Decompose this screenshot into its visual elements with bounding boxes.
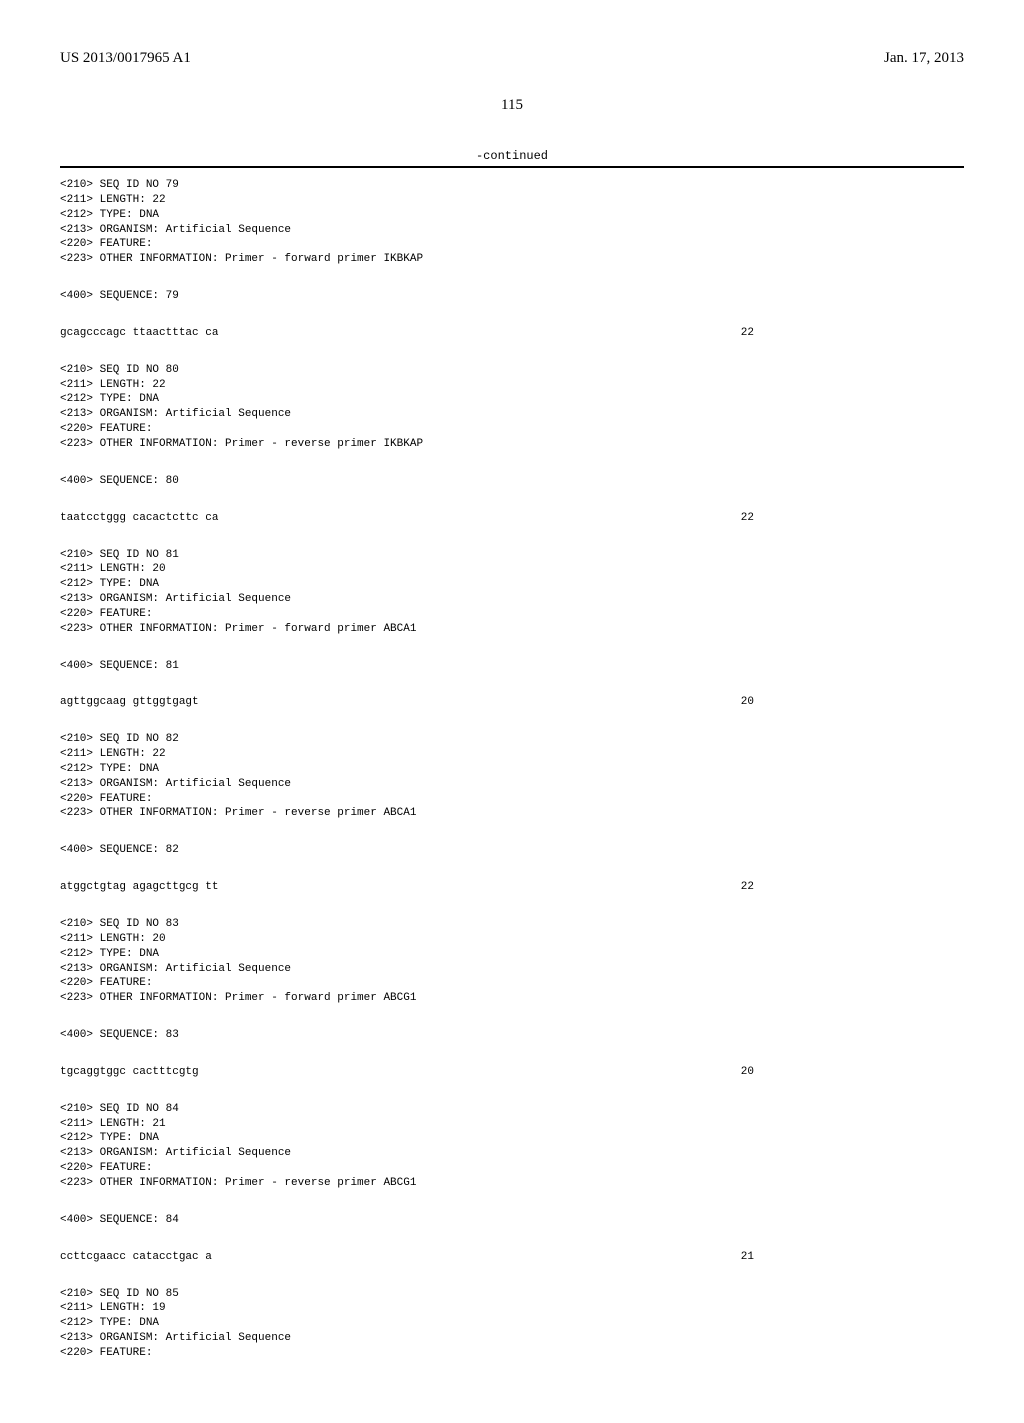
sequence-meta: <210> SEQ ID NO 83 <211> LENGTH: 20 <212… <box>60 917 964 1006</box>
sequence-label: <400> SEQUENCE: 81 <box>60 659 964 674</box>
sequence-entry: <210> SEQ ID NO 83 <211> LENGTH: 20 <212… <box>60 917 964 1080</box>
sequence-entry: <210> SEQ ID NO 84 <211> LENGTH: 21 <212… <box>60 1102 964 1265</box>
sequence-label: <400> SEQUENCE: 83 <box>60 1028 964 1043</box>
sequence-text: agttggcaag gttggtgagt <box>60 695 199 710</box>
sequence-meta: <210> SEQ ID NO 79 <211> LENGTH: 22 <212… <box>60 178 964 267</box>
sequence-line: taatcctggg cacactcttc ca 22 <box>60 511 964 526</box>
sequence-meta: <210> SEQ ID NO 84 <211> LENGTH: 21 <212… <box>60 1102 964 1191</box>
sequence-entry: <210> SEQ ID NO 85 <211> LENGTH: 19 <212… <box>60 1287 964 1361</box>
sequence-entry: <210> SEQ ID NO 82 <211> LENGTH: 22 <212… <box>60 732 964 895</box>
divider <box>60 166 964 168</box>
sequence-length: 22 <box>741 511 964 526</box>
sequence-length: 22 <box>741 880 964 895</box>
sequence-meta: <210> SEQ ID NO 82 <211> LENGTH: 22 <212… <box>60 732 964 821</box>
sequence-listing: -continued <210> SEQ ID NO 79 <211> LENG… <box>60 149 964 1361</box>
sequence-text: taatcctggg cacactcttc ca <box>60 511 218 526</box>
page-header: US 2013/0017965 A1 Jan. 17, 2013 <box>60 50 964 67</box>
sequence-line: agttggcaag gttggtgagt 20 <box>60 695 964 710</box>
sequence-text: ccttcgaacc catacctgac a <box>60 1250 212 1265</box>
sequence-text: gcagcccagc ttaactttac ca <box>60 326 218 341</box>
sequence-line: tgcaggtggc cactttcgtg 20 <box>60 1065 964 1080</box>
sequence-text: tgcaggtggc cactttcgtg <box>60 1065 199 1080</box>
patent-page: US 2013/0017965 A1 Jan. 17, 2013 115 -co… <box>0 0 1024 1423</box>
sequence-entry: <210> SEQ ID NO 80 <211> LENGTH: 22 <212… <box>60 363 964 526</box>
page-number: 115 <box>60 97 964 114</box>
sequence-label: <400> SEQUENCE: 79 <box>60 289 964 304</box>
publication-number: US 2013/0017965 A1 <box>60 50 191 67</box>
sequence-line: ccttcgaacc catacctgac a 21 <box>60 1250 964 1265</box>
sequence-length: 20 <box>741 1065 964 1080</box>
publication-date: Jan. 17, 2013 <box>884 50 964 67</box>
sequence-line: atggctgtag agagcttgcg tt 22 <box>60 880 964 895</box>
sequence-length: 22 <box>741 326 964 341</box>
sequence-meta: <210> SEQ ID NO 80 <211> LENGTH: 22 <212… <box>60 363 964 452</box>
sequence-label: <400> SEQUENCE: 82 <box>60 843 964 858</box>
sequence-entry: <210> SEQ ID NO 79 <211> LENGTH: 22 <212… <box>60 178 964 341</box>
sequence-length: 21 <box>741 1250 964 1265</box>
sequence-label: <400> SEQUENCE: 80 <box>60 474 964 489</box>
sequence-length: 20 <box>741 695 964 710</box>
sequence-text: atggctgtag agagcttgcg tt <box>60 880 218 895</box>
continued-label: -continued <box>60 149 964 163</box>
sequence-label: <400> SEQUENCE: 84 <box>60 1213 964 1228</box>
sequence-entry: <210> SEQ ID NO 81 <211> LENGTH: 20 <212… <box>60 548 964 711</box>
sequence-meta: <210> SEQ ID NO 81 <211> LENGTH: 20 <212… <box>60 548 964 637</box>
sequence-line: gcagcccagc ttaactttac ca 22 <box>60 326 964 341</box>
sequence-meta: <210> SEQ ID NO 85 <211> LENGTH: 19 <212… <box>60 1287 964 1361</box>
